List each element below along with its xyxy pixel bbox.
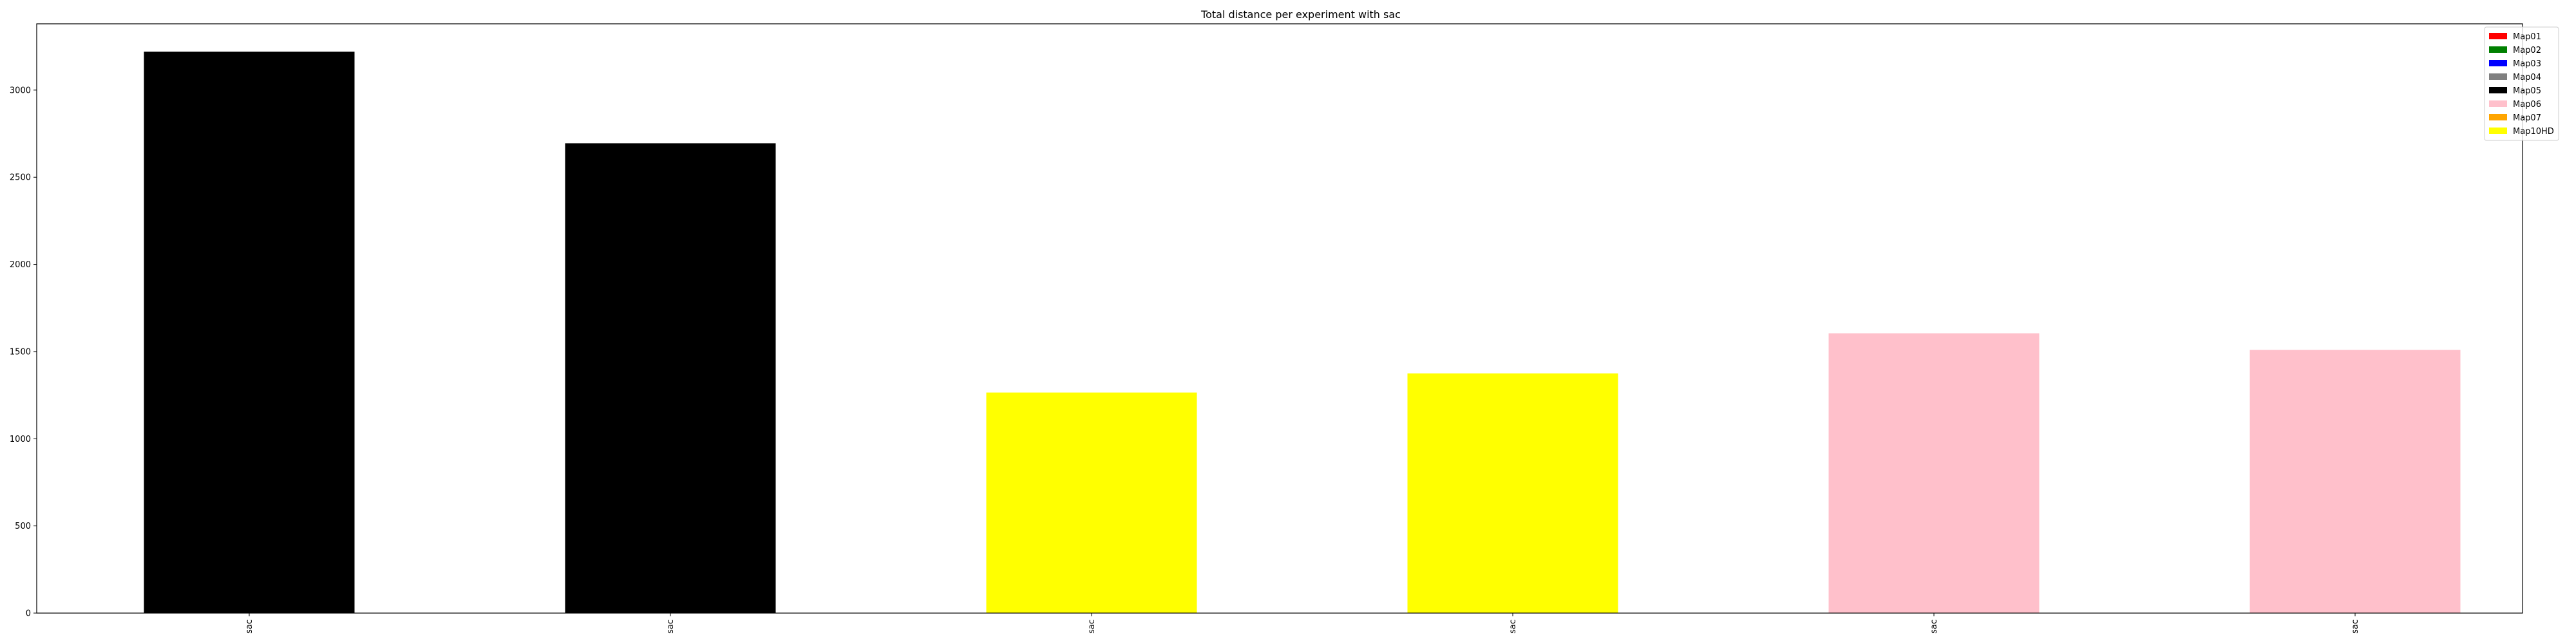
- legend-label: Map02: [2513, 46, 2541, 55]
- legend-label: Map03: [2513, 59, 2541, 69]
- y-tick-label: 500: [15, 522, 31, 531]
- legend-label: Map04: [2513, 73, 2541, 82]
- y-tick-label: 1500: [10, 347, 31, 357]
- x-tick-label: sac: [666, 620, 676, 634]
- y-tick-label: 2000: [10, 260, 31, 270]
- chart-title: Total distance per experiment with sac: [1200, 8, 1401, 21]
- legend-swatch: [2489, 128, 2507, 134]
- x-axis: sac sac sac sac sac sac: [245, 613, 2360, 634]
- bar-2: [565, 143, 776, 613]
- y-axis: 0 500 1000 1500 2000 2500 3000: [10, 86, 37, 619]
- bar-1: [144, 52, 355, 614]
- x-tick-label: sac: [245, 620, 254, 634]
- bar-5: [1828, 333, 2040, 613]
- bar-4: [1407, 373, 1618, 613]
- bar-6: [2249, 350, 2461, 613]
- legend-swatch: [2489, 114, 2507, 120]
- legend-swatch: [2489, 60, 2507, 66]
- legend-swatch: [2489, 100, 2507, 107]
- legend-swatch: [2489, 46, 2507, 53]
- plot-area: [144, 52, 2461, 614]
- legend-label: Map07: [2513, 113, 2541, 123]
- legend-swatch: [2489, 33, 2507, 39]
- legend-swatch: [2489, 87, 2507, 93]
- axes-frame: [36, 23, 2523, 614]
- legend-box: [2484, 26, 2559, 141]
- legend-swatch: [2489, 73, 2507, 80]
- legend-label: Map06: [2513, 100, 2541, 109]
- legend: Map01 Map02 Map03 Map04 Map05 Map06 Map07 Map10…: [2484, 26, 2559, 141]
- y-tick-label: 1000: [10, 435, 31, 444]
- legend-label: Map01: [2513, 32, 2541, 42]
- x-tick-label: sac: [2351, 620, 2360, 634]
- y-tick-label: 0: [26, 609, 31, 619]
- legend-label: Map10HD: [2513, 127, 2554, 137]
- y-tick-label: 3000: [10, 86, 31, 95]
- bar-3: [986, 392, 1197, 613]
- x-tick-label: sac: [1929, 620, 1939, 634]
- x-tick-label: sac: [1508, 620, 1518, 634]
- x-tick-label: sac: [1087, 620, 1097, 634]
- y-tick-label: 2500: [10, 173, 31, 183]
- legend-label: Map05: [2513, 86, 2541, 96]
